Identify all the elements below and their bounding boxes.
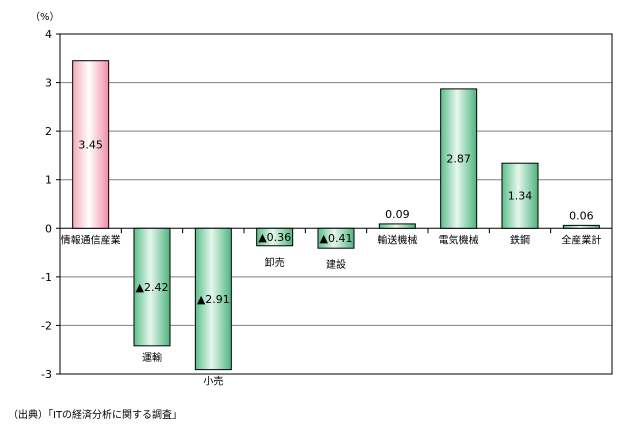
category-label: 電気機械 <box>439 233 479 246</box>
data-label: 2.87 <box>446 153 471 166</box>
bars <box>72 60 600 371</box>
category-label: 卸売 <box>265 256 285 269</box>
data-label: ▲2.42 <box>136 281 169 294</box>
data-label: 0.06 <box>569 209 594 222</box>
data-label: ▲2.91 <box>197 293 230 306</box>
y-tick-label: 1 <box>45 174 52 187</box>
category-label: 鉄鋼 <box>510 233 530 246</box>
y-tick-label: 0 <box>45 222 52 235</box>
y-axis-ticks: -3 -2 -1 0 1 2 3 4 <box>41 28 60 381</box>
category-label: 全産業計 <box>561 233 601 246</box>
bar <box>378 223 416 229</box>
bar <box>562 224 600 229</box>
y-tick-label: -1 <box>41 271 52 284</box>
bar <box>256 227 294 247</box>
plot-frame <box>59 33 613 375</box>
category-label: 輸送機械 <box>377 233 417 246</box>
y-tick-label: 4 <box>45 28 52 41</box>
y-tick-label: -3 <box>41 368 52 381</box>
data-label: 0.09 <box>385 208 410 221</box>
category-label: 情報通信産業 <box>61 233 121 246</box>
category-label: 建設 <box>326 258 346 271</box>
y-tick-label: 3 <box>45 77 52 90</box>
category-label: 小売 <box>203 375 223 388</box>
data-label: ▲0.41 <box>320 232 353 245</box>
y-tick-label: 2 <box>45 125 52 138</box>
y-tick-label: -2 <box>41 319 52 332</box>
value-labels: 3.45 ▲2.42 ▲2.91 ▲0.36 ▲0.41 0.09 2.87 1.34 0.06 <box>78 139 593 306</box>
data-label: 3.45 <box>78 139 103 152</box>
category-label: 運輸 <box>142 351 162 364</box>
data-label: 1.34 <box>508 190 533 203</box>
data-label: ▲0.36 <box>258 231 291 244</box>
bar <box>133 227 171 347</box>
bar <box>440 88 478 229</box>
bar <box>317 227 355 249</box>
bar <box>501 162 539 229</box>
bar <box>194 227 232 371</box>
source-note: （出典）「ITの経済分析に関する調査」 <box>8 410 183 421</box>
unit-label: （%） <box>30 11 60 23</box>
bar <box>72 60 110 229</box>
